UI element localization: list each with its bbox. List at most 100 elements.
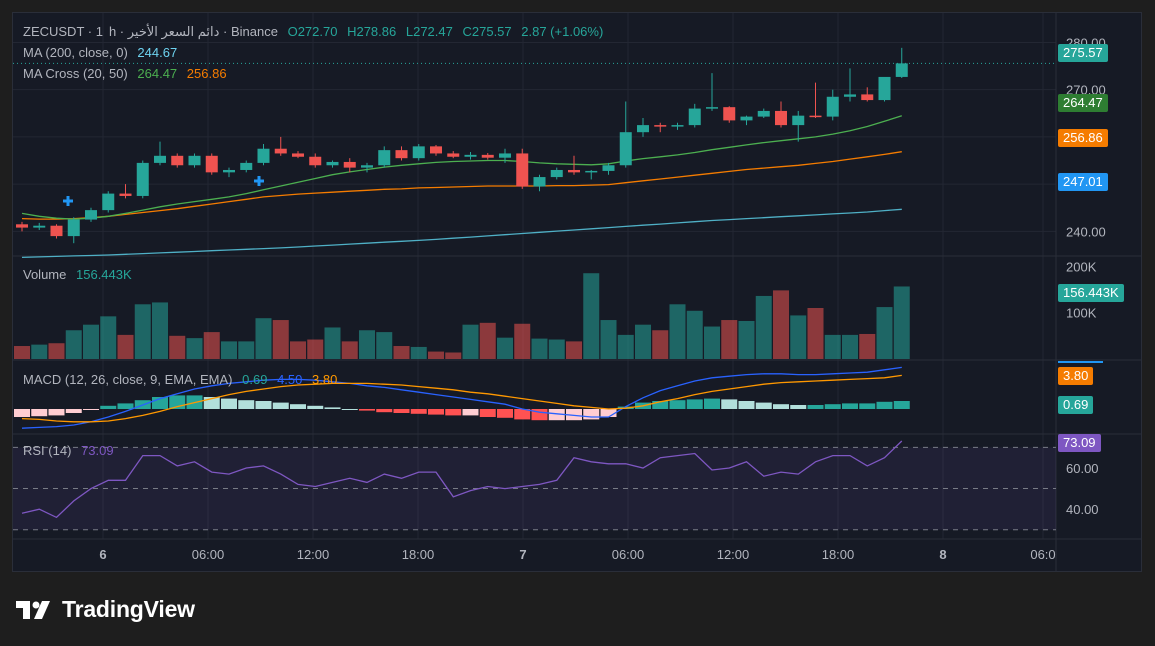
candle	[878, 76, 891, 102]
ma-slow-line	[21, 151, 902, 220]
volume-bar	[824, 334, 841, 359]
macd-hist-bar	[83, 409, 99, 410]
volume-bar	[445, 352, 462, 359]
volume-bar	[186, 338, 203, 359]
trading-chart[interactable]: 280.00270.00260.00250.00240.00200K100K60…	[13, 13, 1141, 571]
candle-body	[395, 150, 408, 159]
volume-bar	[428, 351, 444, 359]
volume-bar	[290, 341, 306, 359]
candle-body	[361, 165, 373, 168]
macd-hist-bar	[514, 409, 531, 420]
candle-body	[136, 162, 149, 196]
candle	[33, 222, 46, 230]
candle	[637, 118, 649, 137]
macd-hist-bar	[238, 400, 255, 409]
ma200-legend[interactable]: MA (200, close, 0) 244.67	[23, 45, 183, 60]
macd-hist-bar	[773, 404, 789, 409]
volume-bar	[531, 338, 548, 359]
macd-hist-bar	[755, 402, 772, 409]
rsi-legend[interactable]: RSI (14) 73.09	[23, 443, 120, 458]
candle	[257, 144, 270, 166]
macross-legend[interactable]: MA Cross (20, 50) 264.47 256.86	[23, 66, 233, 81]
candle-body	[740, 116, 753, 121]
tradingview-wordmark: TradingView	[62, 596, 195, 622]
time-tick-label: 06:00	[192, 547, 225, 562]
candle-body	[16, 224, 28, 228]
candle	[585, 169, 598, 180]
macd-hist-value: 3.80	[312, 372, 338, 387]
candle	[861, 87, 874, 102]
candle	[550, 167, 563, 180]
candle-body	[33, 225, 46, 228]
macd-hist-bar	[14, 409, 30, 417]
candle	[292, 151, 304, 159]
candle-body	[430, 146, 442, 154]
tradingview-logo-icon	[16, 600, 50, 619]
macd-hist-bar	[876, 401, 893, 409]
volume-bar	[566, 341, 582, 359]
macd-hist-bar	[583, 409, 600, 420]
time-tick-label: 06:0	[1030, 547, 1055, 562]
candle	[67, 217, 80, 244]
macd-hist-bar	[359, 409, 375, 411]
candle	[50, 224, 63, 239]
price-legend: ZECUSDT · 1 h · دائم السعر الأخير · Binan…	[23, 24, 609, 40]
candle-body	[257, 148, 270, 163]
ma-fast-line	[21, 115, 902, 220]
candle	[240, 160, 253, 173]
candle-body	[50, 225, 63, 237]
candle-body	[775, 110, 787, 126]
candle-body	[516, 153, 529, 187]
rsi-tick-label: 40.00	[1066, 502, 1099, 517]
macross-label: MA Cross (20, 50)	[23, 66, 128, 81]
price-tick-label: 240.00	[1066, 224, 1106, 239]
volume-tick-label: 100K	[1066, 306, 1097, 321]
macd-hist-bar	[566, 409, 582, 421]
macd-hist-bar	[290, 404, 306, 409]
candle-body	[585, 170, 598, 173]
volume-bar	[583, 273, 600, 359]
macd-hist-bar	[704, 398, 720, 409]
candle-body	[326, 161, 339, 166]
symbol-label[interactable]: ZECUSDT · 1	[23, 24, 103, 39]
macd-tag: 0.69	[1058, 396, 1094, 414]
macd-hist-bar	[255, 401, 272, 409]
candle-body	[654, 125, 667, 127]
macd-hist-bar	[307, 405, 324, 409]
candle-body	[223, 169, 235, 173]
rsi-tag: 73.09	[1058, 434, 1101, 452]
volume-bar	[652, 330, 669, 359]
volume-bar	[790, 315, 807, 359]
ohlc-high: H278.86	[347, 24, 397, 39]
macd-hist-bar	[410, 409, 427, 414]
candle	[723, 106, 736, 123]
candle	[343, 158, 356, 173]
macross-fast-value: 264.47	[137, 66, 178, 81]
candle-body	[119, 193, 132, 196]
volume-bar	[462, 324, 479, 359]
volume-legend[interactable]: Volume 156.443K	[23, 267, 138, 282]
candle	[136, 160, 149, 199]
candle	[688, 103, 701, 128]
chart-frame[interactable]: 280.00270.00260.00250.00240.00200K100K60…	[12, 12, 1142, 572]
ma200-value: 244.67	[137, 45, 178, 60]
macd-hist-bar	[531, 409, 548, 421]
candle	[499, 148, 511, 163]
volume-bar	[341, 341, 358, 359]
candle	[223, 167, 235, 178]
rsi-pane	[13, 440, 1056, 531]
tradingview-logo[interactable]: TradingView	[16, 596, 195, 623]
volume-bar	[272, 320, 289, 359]
slow-ma-tag: 256.86	[1058, 129, 1108, 147]
macd-hist-bar	[721, 399, 738, 409]
macross-slow-value: 256.86	[186, 66, 227, 81]
volume-bar	[859, 333, 876, 359]
candle-body	[602, 165, 615, 171]
volume-bar	[255, 318, 272, 359]
candle-body	[292, 153, 304, 157]
candle	[447, 151, 460, 159]
volume-bar	[410, 346, 427, 359]
candle	[309, 153, 322, 168]
macd-signal-value: 4.50	[277, 372, 303, 387]
macd-legend[interactable]: MACD (12, 26, close, 9, EMA, EMA) 0.69 4…	[23, 372, 343, 387]
